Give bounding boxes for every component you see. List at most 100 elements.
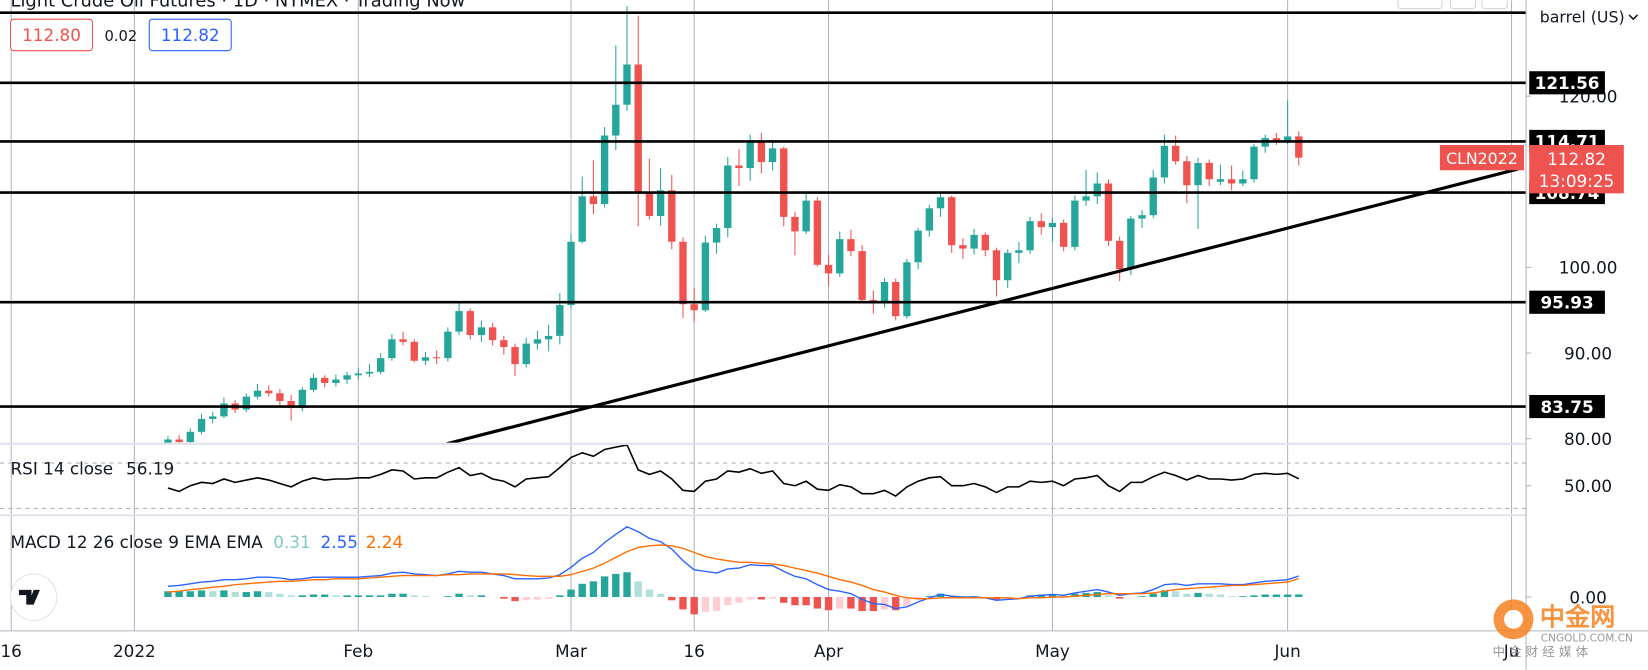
candle-body	[925, 208, 933, 231]
macd-histogram-bar	[746, 597, 754, 600]
candle-body	[813, 200, 822, 265]
candle-body	[388, 339, 396, 359]
macd-histogram-bar	[444, 596, 452, 598]
candle-body	[164, 439, 172, 443]
macd-histogram-bar	[410, 595, 418, 598]
signal-value: 2.24	[366, 532, 403, 552]
macd-histogram-bar	[186, 591, 195, 598]
macd-histogram-bar	[556, 595, 564, 598]
candle-body	[1048, 222, 1057, 228]
candle-body	[265, 390, 273, 394]
candle-body	[1216, 179, 1225, 182]
candle-body	[321, 377, 329, 383]
rsi-last-value: 56.19	[126, 458, 174, 478]
candle-body	[936, 197, 945, 209]
macd-pane	[164, 526, 1303, 615]
macd-histogram-bar	[1227, 596, 1236, 598]
candle-body	[600, 135, 609, 205]
candle-body	[847, 239, 855, 252]
x-tick-label: 16	[683, 641, 704, 661]
macd-histogram-bar	[735, 597, 743, 603]
symbol: CLN2022	[1446, 149, 1518, 168]
y-tick-label: 90.00	[1564, 343, 1612, 363]
candle-body	[455, 311, 463, 332]
candle-body	[1127, 218, 1135, 270]
macd-histogram-bar	[522, 597, 530, 601]
candle-body	[309, 377, 318, 390]
ask-box[interactable]	[148, 18, 232, 52]
candle-body	[679, 241, 687, 305]
macd-histogram-bar	[365, 595, 374, 598]
unit-dropdown[interactable]	[1628, 14, 1639, 21]
candle-body	[1250, 146, 1258, 180]
level-label-box	[1529, 71, 1605, 95]
candle-body	[421, 357, 430, 361]
candle-body	[656, 190, 665, 217]
macd-histogram-bar	[690, 597, 698, 615]
ask-price: 112.82	[161, 25, 220, 45]
macd-histogram-bar	[1115, 597, 1124, 599]
y-tick-label: 50.00	[1564, 476, 1612, 496]
macd-histogram-bar	[1205, 593, 1213, 598]
macd-histogram-bar	[231, 592, 239, 598]
toolbar-button[interactable]	[1481, 0, 1508, 10]
macd-line	[167, 544, 1299, 600]
macd-histogram-bar	[600, 576, 609, 598]
toolbar-button[interactable]	[1397, 0, 1443, 10]
candle-body	[1082, 196, 1090, 201]
rsi-line	[167, 444, 1300, 497]
candle-body	[522, 343, 530, 365]
x-tick-label: Feb	[343, 641, 373, 661]
candle-body	[544, 335, 553, 340]
y-tick-label: 80.00	[1564, 429, 1612, 449]
toolbar-button[interactable]	[1449, 0, 1477, 10]
candle-body	[332, 379, 340, 383]
macd-histogram-bar	[634, 581, 642, 598]
candle-body	[1059, 222, 1068, 247]
candle-body	[1171, 145, 1180, 162]
chart-title: Light Crude Oil Futures · 1D · NYMEX · T…	[11, 0, 466, 12]
rsi-legend: RSI 14 close	[11, 458, 114, 478]
macd-histogram-bar	[813, 597, 822, 609]
macd-histogram-bar	[780, 597, 788, 603]
macd-histogram-bar	[298, 595, 306, 598]
bid-box[interactable]	[9, 18, 94, 52]
candle-body	[1272, 138, 1281, 142]
macd-histogram-bar	[544, 597, 553, 599]
candle-body	[959, 245, 967, 249]
macd-histogram-bar	[1138, 596, 1146, 598]
macd-histogram-bar	[847, 597, 855, 609]
candle-body	[1205, 162, 1213, 180]
candle-body	[399, 339, 407, 342]
candle-body	[253, 390, 262, 397]
candle-body	[477, 327, 486, 336]
unit-label[interactable]: barrel (US)	[1540, 7, 1625, 26]
candle-body	[858, 251, 866, 300]
tradingview-logo[interactable]	[9, 573, 58, 621]
macd-histogram-bar	[578, 583, 586, 598]
candle-body	[1104, 183, 1113, 241]
macd-histogram-bar	[1160, 590, 1169, 598]
candle-body	[343, 375, 351, 380]
macd-histogram-bar	[768, 597, 777, 599]
candle-body	[768, 148, 777, 163]
candle-body	[1015, 250, 1023, 253]
candle-body	[791, 216, 799, 232]
candle-body	[287, 400, 295, 408]
macd-line	[167, 526, 1299, 610]
y-tick-label: 0.00	[1569, 587, 1606, 607]
candle-body	[242, 396, 251, 410]
trend-line	[446, 167, 1519, 443]
candle-body	[1295, 136, 1303, 158]
macd-histogram-bar	[880, 597, 889, 610]
macd-histogram-bar	[388, 593, 396, 598]
candle-body	[1093, 183, 1101, 197]
level-label: 95.93	[1541, 293, 1594, 313]
candle-body	[1227, 179, 1236, 184]
macd-histogram-bar	[265, 592, 273, 598]
macd-histogram-bar	[679, 597, 687, 610]
macd-histogram-bar	[1216, 594, 1225, 598]
macd-histogram-bar	[1071, 593, 1079, 598]
macd-histogram-bar	[1295, 594, 1303, 598]
macd-histogram-bar	[477, 595, 486, 598]
